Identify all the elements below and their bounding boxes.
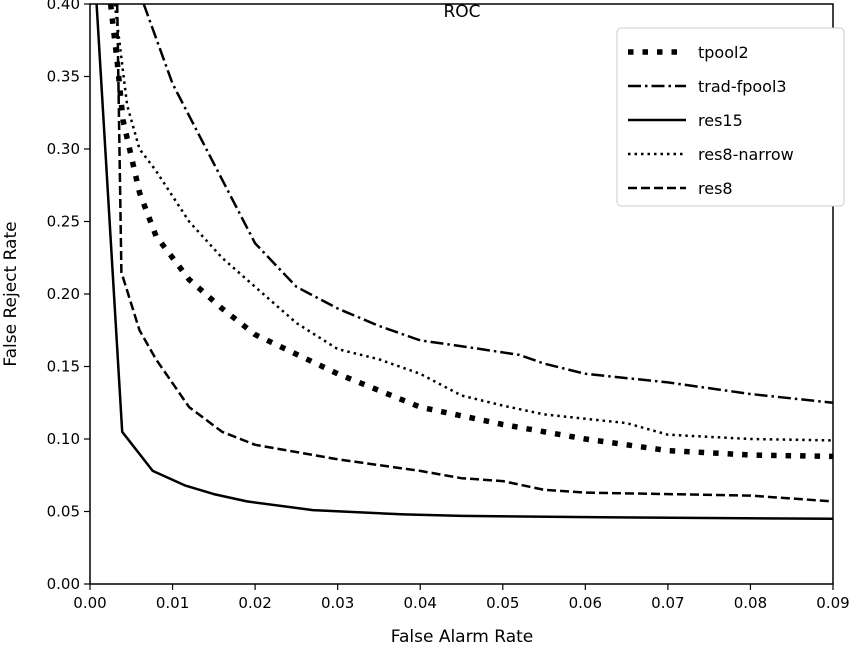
x-tick-label: 0.00 [73, 594, 106, 612]
legend-label: tpool2 [698, 43, 749, 62]
x-tick-label: 0.04 [404, 594, 437, 612]
legend-box [616, 27, 845, 207]
legend-label: res15 [698, 111, 743, 130]
y-axis-label: False Reject Rate [1, 221, 21, 366]
x-tick-label: 0.01 [156, 594, 189, 612]
legend-label: res8-narrow [698, 145, 794, 164]
y-tick-label: 0.00 [47, 575, 80, 593]
x-axis: 0.00 0.01 0.02 0.03 0.04 0.05 0.06 0.07 0.08 0.09 [73, 584, 850, 612]
y-tick-label: 0.15 [47, 358, 80, 376]
x-tick-label: 0.02 [238, 594, 271, 612]
x-tick-label: 0.06 [569, 594, 602, 612]
legend: tpool2 trad-fpool3 res15 res8-narrow res8 [616, 27, 845, 207]
chart-title: ROC [443, 2, 480, 22]
series-line-res8 [115, 4, 833, 503]
plot-area [95, 4, 833, 521]
x-tick-label: 0.03 [321, 594, 354, 612]
y-tick-label: 0.20 [47, 285, 80, 303]
x-axis-label: False Alarm Rate [391, 627, 533, 645]
series-line-trad-fpool3 [142, 4, 833, 405]
y-tick-label: 0.35 [47, 68, 80, 86]
legend-label: res8 [698, 179, 733, 198]
y-tick-label: 0.30 [47, 140, 80, 158]
y-tick-label: 0.25 [47, 213, 80, 231]
series-line-tpool2 [107, 4, 833, 460]
x-tick-label: 0.07 [651, 594, 684, 612]
legend-label: trad-fpool3 [698, 77, 787, 96]
y-tick-label: 0.10 [47, 430, 80, 448]
x-tick-label: 0.09 [816, 594, 849, 612]
y-tick-label: 0.40 [47, 0, 80, 13]
x-tick-label: 0.05 [486, 594, 519, 612]
series-line-res8-narrow [113, 4, 833, 442]
series-line-res15 [95, 4, 833, 521]
y-axis: 0.00 0.05 0.10 0.15 0.20 0.25 0.30 0.35 0.40 [47, 0, 90, 593]
x-tick-label: 0.08 [734, 594, 767, 612]
y-tick-label: 0.05 [47, 503, 80, 521]
